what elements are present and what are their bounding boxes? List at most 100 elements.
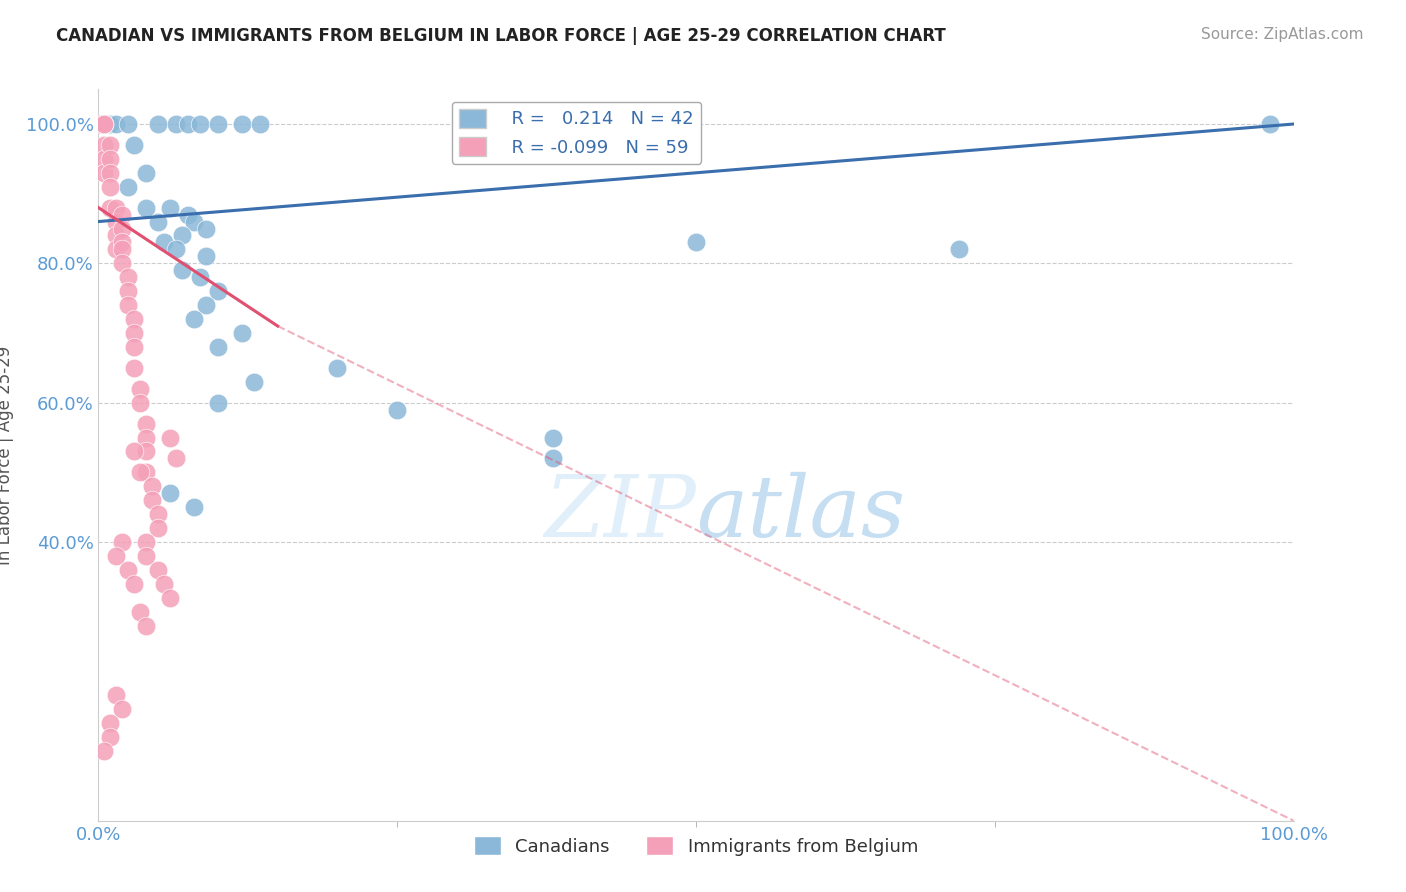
Point <box>98 166 122 180</box>
Point <box>111 208 134 222</box>
Point <box>541 451 564 466</box>
Point <box>124 137 146 152</box>
Point <box>249 117 271 131</box>
Point <box>129 466 152 480</box>
Point <box>135 201 157 215</box>
Point <box>207 284 229 298</box>
Point <box>111 535 134 549</box>
Point <box>135 618 157 632</box>
Point <box>124 326 146 340</box>
Point <box>148 563 170 577</box>
Point <box>117 284 139 298</box>
Point <box>165 117 187 131</box>
Point <box>117 117 139 131</box>
Point <box>207 340 229 354</box>
Point <box>243 375 266 389</box>
Point <box>105 243 128 257</box>
Point <box>148 117 170 131</box>
Point <box>541 430 564 444</box>
Point <box>195 221 218 235</box>
Point <box>98 716 122 731</box>
Point <box>148 214 170 228</box>
Point <box>111 243 134 257</box>
Point <box>135 535 157 549</box>
Point <box>165 451 187 466</box>
Point <box>195 249 218 263</box>
Point <box>93 166 115 180</box>
Point <box>98 137 122 152</box>
Point <box>129 605 152 619</box>
Point <box>117 563 139 577</box>
Point <box>93 137 115 152</box>
Point <box>159 201 181 215</box>
Point <box>159 486 181 500</box>
Point <box>141 493 163 508</box>
Point <box>98 117 122 131</box>
Point <box>98 201 122 215</box>
Point <box>177 117 200 131</box>
Point <box>231 117 253 131</box>
Point <box>172 228 194 243</box>
Point <box>105 228 128 243</box>
Point <box>124 312 146 326</box>
Text: CANADIAN VS IMMIGRANTS FROM BELGIUM IN LABOR FORCE | AGE 25-29 CORRELATION CHART: CANADIAN VS IMMIGRANTS FROM BELGIUM IN L… <box>56 27 946 45</box>
Point <box>148 507 170 521</box>
Point <box>165 243 187 257</box>
Text: atlas: atlas <box>696 472 905 555</box>
Point <box>326 360 349 375</box>
Point <box>105 214 128 228</box>
Text: Source: ZipAtlas.com: Source: ZipAtlas.com <box>1201 27 1364 42</box>
Point <box>117 179 139 194</box>
Point <box>195 298 218 312</box>
Point <box>188 270 211 285</box>
Point <box>105 688 128 702</box>
Point <box>93 744 115 758</box>
Point <box>93 152 115 166</box>
Point <box>124 340 146 354</box>
Point <box>111 235 134 250</box>
Point <box>159 591 181 605</box>
Point <box>183 500 205 515</box>
Point <box>129 395 152 409</box>
Point <box>177 208 200 222</box>
Point <box>948 243 970 257</box>
Point <box>135 466 157 480</box>
Point <box>124 444 146 458</box>
Point <box>111 256 134 270</box>
Point <box>183 312 205 326</box>
Point <box>98 152 122 166</box>
Point <box>188 117 211 131</box>
Point <box>685 235 707 250</box>
Point <box>124 360 146 375</box>
Point <box>98 730 122 744</box>
Point <box>207 395 229 409</box>
Point <box>141 479 163 493</box>
Point <box>135 417 157 431</box>
Point <box>159 430 181 444</box>
Point <box>87 117 110 131</box>
Point <box>117 298 139 312</box>
Point <box>148 521 170 535</box>
Point <box>93 117 115 131</box>
Point <box>135 166 157 180</box>
Point <box>183 214 205 228</box>
Point <box>231 326 253 340</box>
Point <box>93 117 115 131</box>
Legend: Canadians, Immigrants from Belgium: Canadians, Immigrants from Belgium <box>467 829 925 863</box>
Text: ZIP: ZIP <box>544 472 696 555</box>
Point <box>207 117 229 131</box>
Point <box>105 549 128 563</box>
Point <box>385 402 409 417</box>
Point <box>135 444 157 458</box>
Point <box>111 702 134 716</box>
Point <box>93 117 115 131</box>
Point <box>87 117 110 131</box>
Point <box>117 270 139 285</box>
Point <box>129 382 152 396</box>
Point <box>111 221 134 235</box>
Point <box>153 576 176 591</box>
Point <box>93 117 115 131</box>
Point <box>98 179 122 194</box>
Point <box>172 263 194 277</box>
Point <box>105 117 128 131</box>
